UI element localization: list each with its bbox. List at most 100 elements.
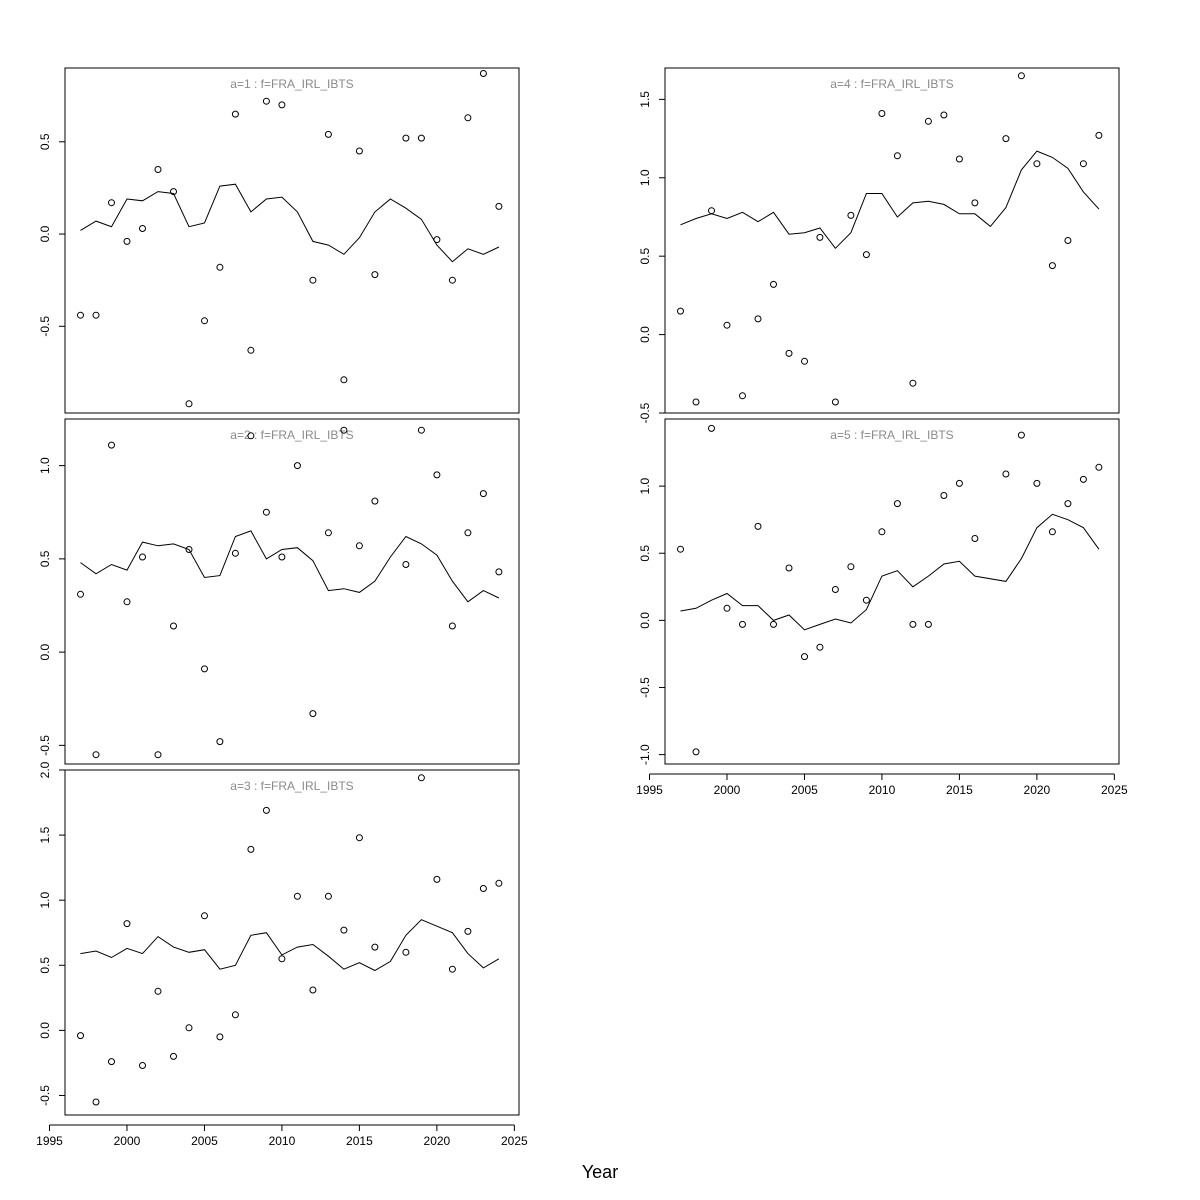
observed-point — [893, 500, 901, 508]
observed-point — [831, 586, 839, 593]
observed-point — [495, 202, 503, 210]
observed-point — [185, 400, 193, 408]
y-tick-label: 1.5 — [38, 826, 52, 843]
y-tick-label: 0.0 — [638, 326, 652, 343]
y-tick-label: 0.5 — [638, 545, 652, 562]
observed-point — [139, 553, 146, 561]
observed-point — [170, 1052, 177, 1060]
observed-point — [1017, 431, 1025, 439]
observed-point — [1017, 72, 1025, 80]
observed-point — [1033, 479, 1041, 487]
observed-point — [170, 622, 177, 630]
observed-point — [324, 130, 332, 138]
observed-point — [231, 110, 239, 118]
observed-point — [139, 1062, 146, 1069]
x-tick-label: 2020 — [1024, 783, 1051, 797]
observed-point — [123, 237, 131, 245]
observed-point — [1033, 160, 1041, 168]
observed-point — [708, 424, 715, 432]
observed-point — [123, 598, 131, 606]
x-tick-label: 2025 — [501, 1134, 528, 1148]
observed-point — [139, 225, 146, 232]
observed-point — [293, 892, 301, 900]
observed-point — [262, 508, 270, 516]
y-tick-label: 1.0 — [638, 477, 652, 494]
observed-point — [216, 263, 224, 271]
plot-frame — [64, 769, 520, 1116]
y-tick-label: 0.5 — [38, 133, 52, 150]
observed-point — [433, 471, 441, 479]
y-tick-label: 0.0 — [638, 612, 652, 629]
x-tick-label: 2005 — [191, 1134, 218, 1148]
panel-title: a=2 : f=FRA_IRL_IBTS — [230, 428, 353, 442]
observed-point — [108, 441, 115, 449]
observed-point — [464, 114, 472, 122]
observed-point — [1079, 475, 1087, 483]
observed-point — [309, 986, 317, 994]
observed-point — [247, 845, 255, 853]
observed-point — [123, 920, 131, 928]
observed-point — [677, 307, 684, 315]
observed-points — [77, 426, 503, 759]
y-tick-label: 0.5 — [38, 957, 52, 974]
panel-5: a=5 : f=FRA_IRL_IBTS -1.0 -0.5 0.0 0.5 1.0 199… — [636, 418, 1128, 797]
observed-point — [433, 875, 441, 883]
observed-point — [417, 134, 425, 142]
plot-frame — [664, 418, 1120, 765]
x-tick-label: 2015 — [946, 783, 973, 797]
observed-point — [785, 564, 793, 572]
observed-point — [247, 432, 255, 440]
observed-point — [231, 549, 239, 557]
observed-point — [201, 912, 208, 920]
observed-point — [417, 774, 425, 782]
y-tick-label: 1.0 — [638, 169, 652, 186]
y-tick-label: 2.0 — [38, 761, 52, 778]
observed-point — [185, 546, 193, 553]
y-tick-label: 0.5 — [638, 248, 652, 265]
observed-point — [262, 97, 270, 105]
observed-point — [770, 620, 777, 628]
fitted-line — [680, 513, 1100, 631]
observed-point — [371, 271, 379, 279]
observed-point — [340, 926, 348, 934]
observed-point — [402, 561, 410, 568]
y-tick-label: 0.0 — [38, 225, 52, 242]
observed-point — [692, 748, 700, 756]
observed-point — [355, 834, 363, 842]
observed-point — [479, 490, 487, 498]
panel-4: a=4 : f=FRA_IRL_IBTS -0.5 0.0 0.5 1.0 1.5 — [638, 67, 1120, 423]
observed-point — [862, 596, 870, 604]
observed-points — [77, 774, 503, 1106]
observed-point — [1095, 463, 1103, 471]
y-tick-label: 1.0 — [38, 892, 52, 909]
fitted-line — [80, 183, 500, 263]
observed-point — [77, 590, 84, 598]
observed-point — [1095, 131, 1103, 139]
x-tick-label: 2000 — [114, 1134, 141, 1148]
observed-point — [878, 528, 886, 536]
observed-point — [940, 111, 948, 119]
observed-point — [154, 166, 162, 173]
observed-point — [739, 620, 746, 628]
y-tick-label: -0.5 — [638, 677, 652, 698]
observed-point — [355, 147, 363, 155]
panel-title: a=4 : f=FRA_IRL_IBTS — [830, 77, 953, 91]
y-axis: -0.5 0.0 0.5 1.0 — [38, 457, 65, 756]
observed-point — [92, 1098, 100, 1106]
observed-point — [862, 251, 870, 259]
observed-point — [723, 321, 731, 329]
observed-point — [77, 311, 84, 319]
fitted-line — [80, 530, 500, 603]
observed-point — [464, 529, 472, 537]
observed-point — [909, 379, 917, 387]
observed-point — [971, 535, 979, 542]
observed-point — [371, 497, 379, 505]
observed-point — [971, 199, 979, 207]
y-tick-label: 0.5 — [38, 550, 52, 567]
observed-point — [677, 545, 684, 553]
observed-point — [216, 738, 224, 746]
observed-point — [495, 568, 503, 576]
observed-point — [278, 101, 286, 109]
x-tick-label: 1995 — [36, 1134, 63, 1148]
observed-point — [170, 188, 177, 196]
